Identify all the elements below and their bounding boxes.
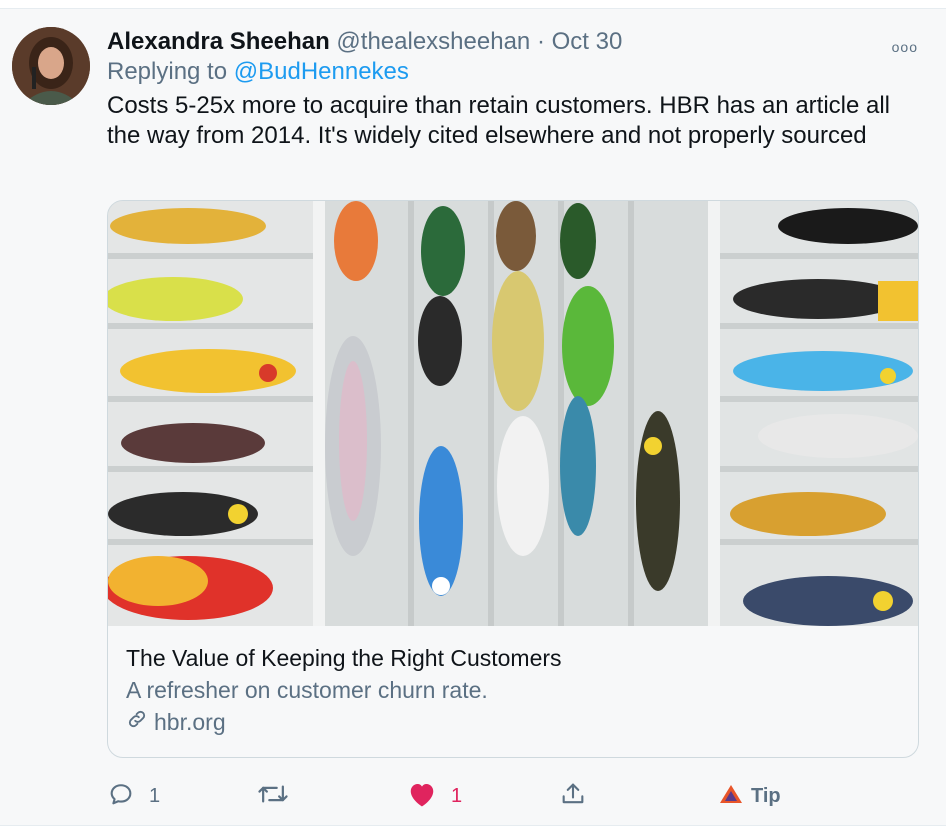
fishing-lures-tackle-box-image — [108, 201, 918, 626]
reply-button[interactable]: 1 — [107, 779, 160, 813]
reply-mention-link[interactable]: @BudHennekes — [233, 58, 409, 85]
author-name[interactable]: Alexandra Sheehan — [107, 28, 330, 55]
card-domain-text: hbr.org — [154, 709, 226, 735]
replying-to: Replying to @BudHennekes — [107, 57, 919, 87]
heart-icon[interactable] — [407, 780, 437, 813]
tip-label: Tip — [751, 784, 781, 807]
header-separator: · — [536, 28, 545, 55]
card-domain: hbr.org — [126, 707, 900, 737]
avatar[interactable] — [12, 27, 90, 105]
card-meta: The Value of Keeping the Right Customers… — [108, 626, 918, 737]
link-icon — [126, 707, 154, 737]
reply-count: 1 — [149, 784, 161, 807]
tweet-date[interactable]: Oct 30 — [551, 28, 623, 55]
tweet-text: Costs 5-25x more to acquire than retain … — [107, 92, 891, 149]
tweet-header: Alexandra Sheehan @thealexsheehan · Oct … — [107, 27, 919, 57]
tip-icon[interactable] — [719, 783, 743, 810]
like-count: 1 — [451, 784, 463, 807]
card-description: A refresher on customer churn rate. — [126, 677, 488, 703]
tip-button[interactable]: Tip — [719, 779, 781, 813]
share-button[interactable] — [559, 779, 587, 813]
more-options-icon[interactable]: ooo — [891, 39, 918, 55]
tweet-body: Alexandra Sheehan @thealexsheehan · Oct … — [107, 27, 919, 151]
link-card[interactable]: The Value of Keeping the Right Customers… — [107, 200, 919, 758]
card-title: The Value of Keeping the Right Customers — [126, 645, 562, 671]
tweet-actions: 1 1 — [107, 779, 807, 813]
retweet-button[interactable] — [257, 779, 289, 813]
share-icon[interactable] — [559, 780, 587, 813]
retweet-icon[interactable] — [257, 780, 289, 813]
like-button[interactable]: 1 — [407, 779, 462, 813]
tweet[interactable]: Alexandra Sheehan @thealexsheehan · Oct … — [0, 8, 946, 826]
reply-icon[interactable] — [107, 780, 135, 813]
author-handle[interactable]: @thealexsheehan — [336, 28, 531, 55]
replying-prefix: Replying to — [107, 58, 228, 85]
